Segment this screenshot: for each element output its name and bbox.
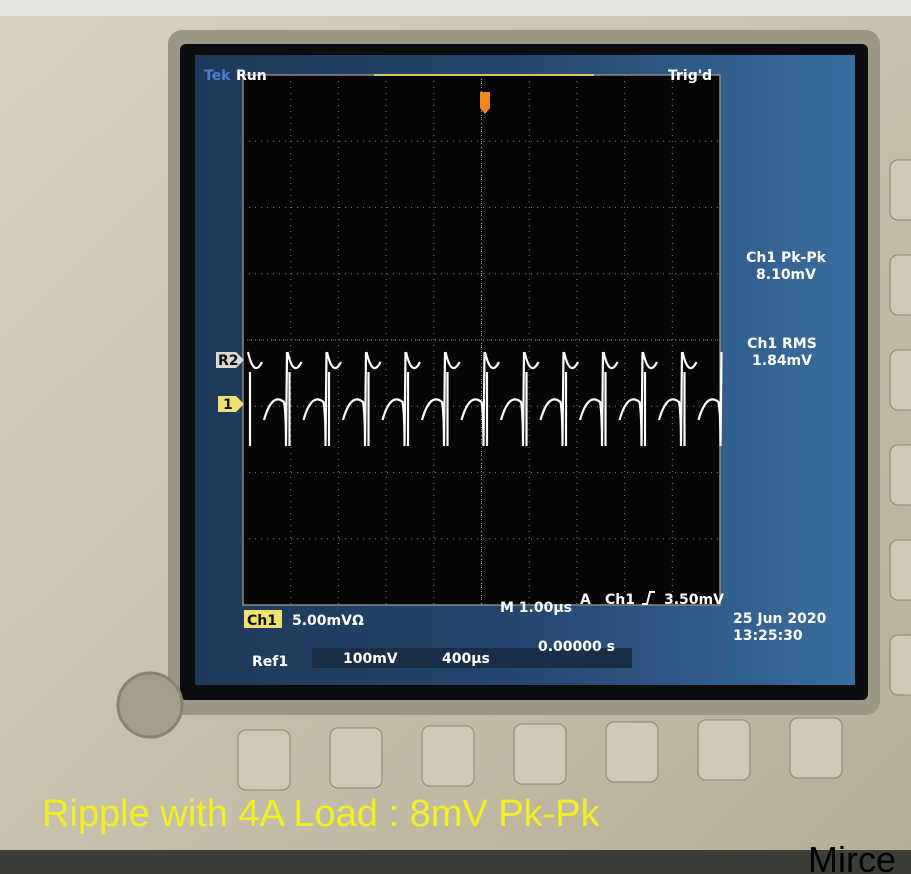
ref: Ref1 bbox=[252, 654, 288, 670]
measurement-label: Ch1 Pk-Pk bbox=[746, 250, 826, 266]
trigger-source: Ch1 bbox=[605, 592, 635, 608]
brand: Tek bbox=[204, 68, 231, 84]
ref-scale: 100mV bbox=[343, 651, 398, 667]
date: 25 Jun 2020 bbox=[733, 611, 827, 627]
side-key[interactable] bbox=[890, 445, 911, 505]
watermark: Mirce bbox=[808, 839, 896, 874]
side-key[interactable] bbox=[890, 350, 911, 410]
softkey[interactable] bbox=[330, 728, 382, 788]
softkey[interactable] bbox=[422, 726, 474, 786]
caption: Ripple with 4A Load : 8mV Pk-Pk bbox=[42, 793, 601, 835]
softkey[interactable] bbox=[698, 720, 750, 780]
side-key[interactable] bbox=[890, 160, 911, 220]
page: Tek Run Trig'd Ch1 Pk-Pk 8.10mV Ch1 RMS … bbox=[0, 0, 911, 874]
measurement-value: 8.10mV bbox=[756, 267, 816, 283]
run-status: Run bbox=[236, 68, 267, 84]
print-button[interactable] bbox=[118, 673, 182, 737]
ref-timebase: 400µs bbox=[442, 651, 490, 667]
side-key[interactable] bbox=[890, 540, 911, 600]
trigger-status: Trig'd bbox=[668, 68, 712, 84]
panel-edge bbox=[0, 850, 911, 874]
ref-position: 0.00000 s bbox=[538, 639, 615, 655]
trigger-mode: A bbox=[580, 592, 591, 608]
channel: Ch1 bbox=[247, 613, 277, 629]
softkey[interactable] bbox=[514, 724, 566, 784]
photo: Tek Run Trig'd Ch1 Pk-Pk 8.10mV Ch1 RMS … bbox=[0, 0, 911, 874]
time: 13:25:30 bbox=[733, 628, 803, 644]
softkey[interactable] bbox=[606, 722, 658, 782]
measurement-value: 1.84mV bbox=[752, 353, 812, 369]
channel-scale: 5.00mVΩ bbox=[292, 613, 364, 629]
side-key[interactable] bbox=[890, 255, 911, 315]
wall bbox=[0, 0, 911, 16]
softkey[interactable] bbox=[790, 718, 842, 778]
ref-label: R2 bbox=[218, 353, 239, 369]
timebase: M 1.00µs bbox=[500, 600, 572, 616]
softkey[interactable] bbox=[238, 730, 290, 790]
trigger-level: 3.50mV bbox=[664, 592, 724, 608]
channel-label: 1 bbox=[223, 397, 233, 413]
measurement-label: Ch1 RMS bbox=[747, 336, 817, 352]
side-key[interactable] bbox=[890, 635, 911, 695]
